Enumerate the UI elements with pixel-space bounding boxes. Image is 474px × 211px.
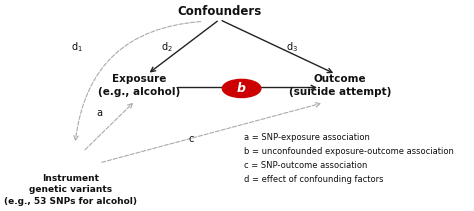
Text: d$_3$: d$_3$ [286,40,298,54]
Text: Outcome
(suicide attempt): Outcome (suicide attempt) [289,74,391,97]
Text: Instrument
genetic variants
(e.g., 53 SNPs for alcohol): Instrument genetic variants (e.g., 53 SN… [4,174,137,206]
Text: Confounders: Confounders [177,5,262,18]
Text: d = effect of confounding factors: d = effect of confounding factors [244,175,383,184]
Text: a = SNP-exposure association: a = SNP-exposure association [244,133,370,142]
Text: a: a [96,108,102,118]
Text: Exposure
(e.g., alcohol): Exposure (e.g., alcohol) [98,74,180,97]
Text: d$_1$: d$_1$ [71,40,83,54]
Text: b = unconfounded exposure-outcome association: b = unconfounded exposure-outcome associ… [244,147,454,156]
Circle shape [222,79,261,97]
Text: c = SNP-outcome association: c = SNP-outcome association [244,161,367,170]
Text: b: b [237,82,246,95]
Text: d$_2$: d$_2$ [162,40,173,54]
Text: c: c [189,134,194,144]
